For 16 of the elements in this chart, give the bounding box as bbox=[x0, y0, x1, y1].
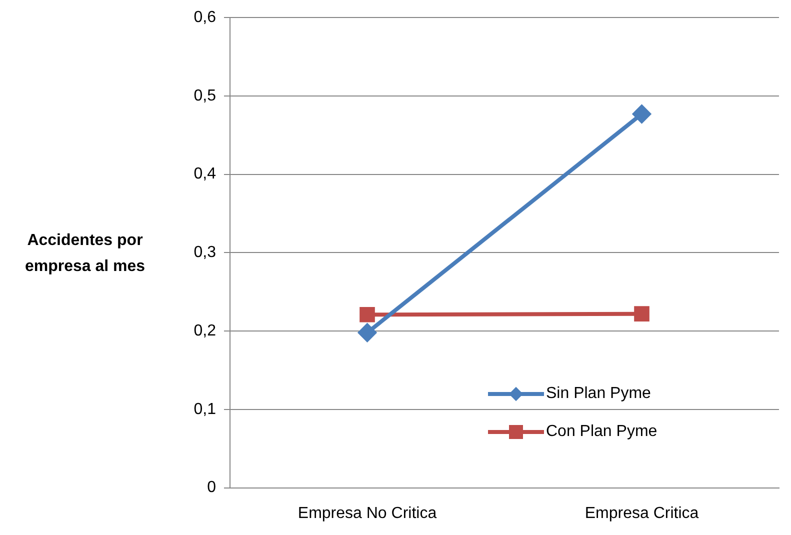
y-tick-label: 0,4 bbox=[194, 166, 216, 183]
point bbox=[632, 104, 651, 123]
y-tick-label: 0,5 bbox=[194, 87, 216, 104]
point bbox=[360, 306, 375, 322]
x-tick-label: Empresa Critica bbox=[584, 504, 699, 522]
y-tick-label: 0,1 bbox=[194, 400, 216, 418]
legend-label: Sin Plan Pyme bbox=[546, 385, 651, 403]
y-tick-label: 0,3 bbox=[194, 244, 216, 262]
x-tick-label: Empresa No Critica bbox=[298, 504, 437, 522]
point bbox=[358, 324, 376, 342]
y-tick-label: 0,2 bbox=[194, 322, 216, 340]
y-tick-label: 0,6 bbox=[194, 9, 216, 26]
point bbox=[634, 306, 650, 322]
y-axis-title: Accidentes por empresa al mes bbox=[24, 231, 146, 277]
legend-label: Con Plan Pyme bbox=[546, 423, 658, 441]
y-tick-label: 0 bbox=[207, 479, 216, 496]
